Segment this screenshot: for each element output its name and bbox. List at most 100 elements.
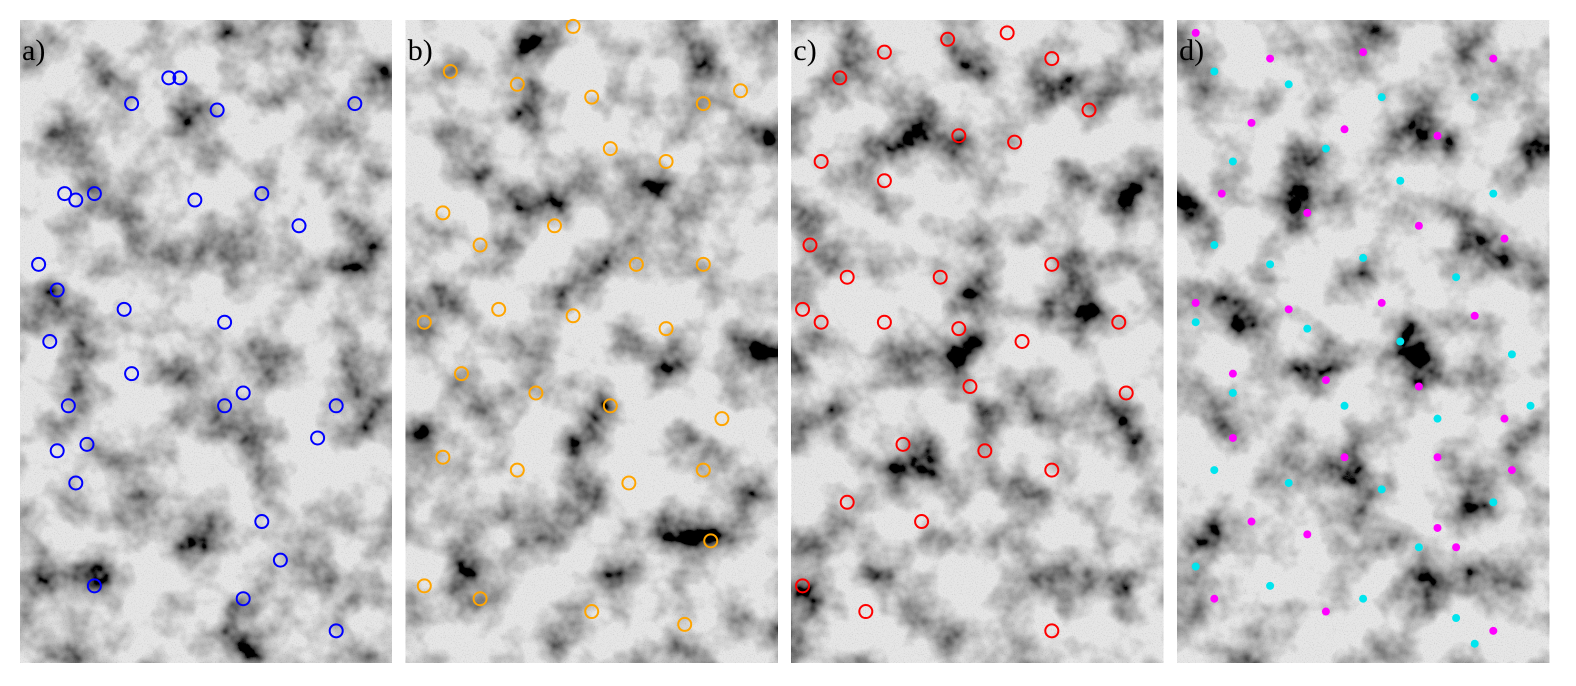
marker — [1452, 543, 1461, 552]
marker — [1303, 530, 1312, 539]
marker — [951, 321, 967, 337]
marker — [1210, 466, 1219, 475]
marker — [621, 475, 637, 491]
marker — [454, 366, 469, 382]
marker — [839, 494, 855, 510]
marker — [328, 398, 344, 414]
image-grain — [405, 20, 778, 663]
marker — [435, 449, 451, 465]
marker — [1359, 594, 1368, 603]
marker — [509, 76, 525, 92]
marker — [254, 514, 270, 530]
marker — [1433, 453, 1442, 462]
marker — [999, 25, 1015, 41]
marker — [602, 398, 618, 414]
marker — [79, 436, 95, 452]
marker — [1284, 478, 1293, 487]
marker — [951, 128, 967, 144]
marker — [347, 96, 363, 112]
marker — [658, 321, 674, 337]
marker — [124, 96, 140, 112]
marker — [1500, 234, 1509, 243]
image-grain — [20, 20, 392, 663]
marker — [1321, 607, 1330, 616]
marker — [1470, 639, 1479, 648]
marker — [1210, 241, 1219, 250]
marker — [1266, 581, 1275, 590]
marker — [795, 578, 811, 594]
marker — [876, 314, 892, 330]
marker — [658, 153, 674, 169]
marker — [435, 205, 451, 221]
marker — [1303, 324, 1312, 333]
marker — [49, 443, 65, 459]
marker — [57, 186, 73, 202]
marker — [1340, 453, 1349, 462]
marker — [795, 301, 811, 317]
marker — [876, 173, 892, 189]
marker — [1044, 51, 1060, 67]
marker — [813, 153, 829, 169]
marker — [42, 334, 58, 349]
marker — [254, 186, 270, 202]
marker — [86, 578, 102, 594]
marker — [1340, 401, 1349, 410]
marker — [1452, 273, 1461, 282]
marker — [1396, 176, 1405, 185]
marker — [832, 70, 848, 86]
marker — [1414, 221, 1423, 230]
marker — [1321, 144, 1330, 153]
panel-label: c) — [793, 34, 816, 67]
marker — [1303, 208, 1312, 217]
marker — [1217, 189, 1226, 198]
marker — [714, 411, 730, 427]
marker — [839, 269, 855, 285]
marker — [1489, 54, 1498, 63]
marker — [584, 604, 600, 620]
marker — [1507, 350, 1516, 359]
marker — [1081, 102, 1097, 118]
marker — [1470, 93, 1479, 102]
marker — [1489, 626, 1498, 635]
marker — [1433, 414, 1442, 423]
marker — [962, 379, 978, 395]
marker — [1452, 613, 1461, 622]
marker — [703, 533, 719, 549]
marker — [1228, 157, 1237, 166]
marker — [416, 314, 432, 330]
marker — [124, 366, 140, 382]
marker — [161, 70, 177, 86]
marker — [565, 18, 581, 34]
marker — [1111, 314, 1127, 330]
marker — [695, 462, 711, 478]
marker — [416, 578, 432, 594]
marker — [977, 443, 993, 459]
marker — [1489, 498, 1498, 507]
marker — [1396, 337, 1405, 346]
marker — [328, 623, 344, 639]
marker — [802, 237, 818, 253]
marker — [49, 282, 65, 298]
marker — [491, 301, 507, 317]
marker — [172, 70, 188, 86]
marker — [1507, 466, 1516, 475]
marker — [584, 89, 600, 105]
marker — [1247, 118, 1256, 127]
marker — [940, 31, 956, 47]
marker — [68, 192, 84, 208]
marker — [1414, 543, 1423, 552]
marker — [528, 385, 544, 401]
marker — [1191, 562, 1200, 571]
marker — [472, 237, 488, 253]
marker — [1377, 485, 1386, 494]
marker — [1210, 67, 1219, 76]
marker — [1414, 382, 1423, 391]
marker — [68, 475, 84, 491]
marker — [602, 141, 618, 157]
image-grain — [1177, 20, 1550, 663]
marker — [628, 256, 644, 272]
marker — [509, 462, 525, 478]
marker — [1266, 260, 1275, 269]
marker — [695, 96, 711, 112]
marker — [547, 218, 562, 234]
